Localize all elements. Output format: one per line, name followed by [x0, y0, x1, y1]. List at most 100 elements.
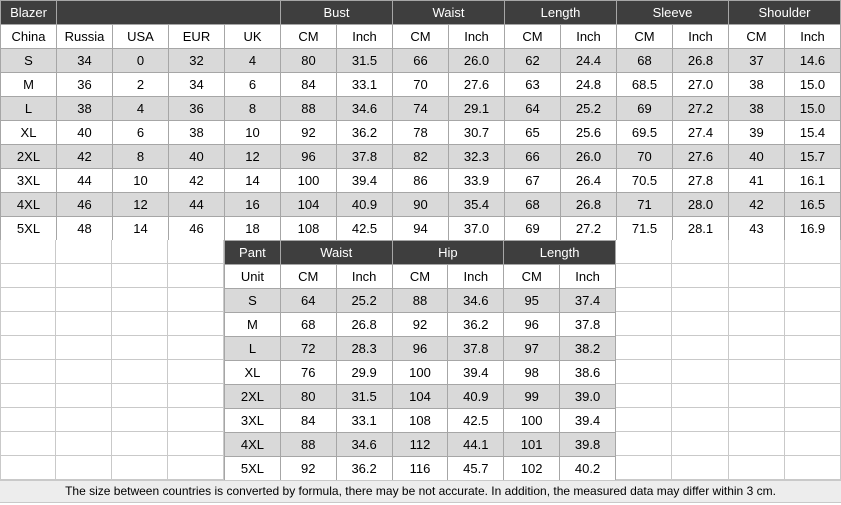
- empty-grid-cell: [168, 288, 224, 312]
- unit-header-cell: Russia: [56, 24, 113, 49]
- size-value-cell: 66: [392, 48, 449, 73]
- size-value-cell: 15.0: [784, 96, 841, 121]
- size-value-cell: 70: [616, 144, 673, 169]
- size-value-cell: 40: [56, 120, 113, 145]
- unit-header-cell: Inch: [672, 24, 729, 49]
- table-row: L 72 28.3 96 37.8 97 38.2: [224, 336, 616, 361]
- empty-grid-cell: [728, 408, 785, 432]
- empty-grid-cell: [672, 336, 729, 360]
- empty-grid-cell: [672, 384, 729, 408]
- empty-grid-cell: [112, 264, 168, 288]
- empty-grid-cell: [672, 288, 729, 312]
- empty-grid-cell: [56, 336, 112, 360]
- size-value-cell: 104: [280, 192, 337, 217]
- size-value-cell: 34.6: [447, 288, 505, 313]
- empty-grid-cell: [112, 408, 168, 432]
- group-header-cell: Waist: [279, 240, 393, 265]
- empty-grid-cell: [616, 408, 673, 432]
- empty-grid-cell: [728, 288, 785, 312]
- size-value-cell: 69.5: [616, 120, 673, 145]
- footer-note: The size between countries is converted …: [0, 480, 841, 503]
- unit-header-cell: CM: [616, 24, 673, 49]
- size-value-cell: 36: [56, 72, 113, 97]
- empty-grid-cell: [0, 360, 56, 384]
- empty-grid-cell: [784, 240, 841, 264]
- empty-grid-cell: [168, 408, 224, 432]
- empty-grid-cell: [112, 240, 168, 264]
- size-value-cell: 65: [504, 120, 561, 145]
- empty-grid-cell: [616, 432, 673, 456]
- empty-grid-cell: [616, 384, 673, 408]
- size-value-cell: 39.4: [336, 168, 393, 193]
- unit-header-cell: Inch: [559, 264, 616, 289]
- size-label-cell: M: [224, 312, 281, 337]
- empty-grid-cell: [784, 432, 841, 456]
- size-value-cell: 70.5: [616, 168, 673, 193]
- footer-note-text: The size between countries is converted …: [65, 484, 776, 498]
- size-value-cell: 100: [503, 408, 561, 433]
- size-value-cell: 27.2: [560, 216, 617, 241]
- size-value-cell: 36.2: [335, 456, 393, 481]
- size-value-cell: 100: [280, 168, 337, 193]
- size-value-cell: 16.5: [784, 192, 841, 217]
- empty-grid-cell: [56, 288, 112, 312]
- size-value-cell: 10: [112, 168, 169, 193]
- empty-grid-cell: [168, 312, 224, 336]
- unit-header-cell: CM: [504, 24, 561, 49]
- size-value-cell: 24.4: [560, 48, 617, 73]
- size-value-cell: 26.8: [672, 48, 729, 73]
- size-value-cell: 26.8: [335, 312, 393, 337]
- size-value-cell: 35.4: [448, 192, 505, 217]
- empty-grid-cell: [672, 456, 729, 480]
- size-value-cell: 44.1: [447, 432, 505, 457]
- size-label-cell: 2XL: [0, 144, 57, 169]
- size-value-cell: 42: [728, 192, 785, 217]
- size-label-cell: 3XL: [224, 408, 281, 433]
- size-value-cell: 33.1: [336, 72, 393, 97]
- size-value-cell: 28.1: [672, 216, 729, 241]
- size-value-cell: 104: [391, 384, 449, 409]
- size-value-cell: 2: [112, 72, 169, 97]
- size-value-cell: 68.5: [616, 72, 673, 97]
- size-value-cell: 39.0: [559, 384, 616, 409]
- size-value-cell: 39: [728, 120, 785, 145]
- empty-grid-cell: [168, 240, 224, 264]
- size-value-cell: 86: [392, 168, 449, 193]
- size-value-cell: 100: [391, 360, 449, 385]
- empty-grid-cell: [0, 312, 56, 336]
- size-value-cell: 38.2: [559, 336, 616, 361]
- size-value-cell: 30.7: [448, 120, 505, 145]
- size-label-cell: S: [0, 48, 57, 73]
- size-value-cell: 40: [168, 144, 225, 169]
- size-value-cell: 69: [616, 96, 673, 121]
- empty-grid-cell: [112, 336, 168, 360]
- size-label-cell: 4XL: [224, 432, 281, 457]
- size-value-cell: 90: [392, 192, 449, 217]
- group-header-cell: Sleeve: [616, 0, 729, 25]
- size-value-cell: 71: [616, 192, 673, 217]
- size-value-cell: 15.7: [784, 144, 841, 169]
- empty-grid-cell: [56, 432, 112, 456]
- size-value-cell: 27.6: [448, 72, 505, 97]
- unit-header-cell: Inch: [448, 24, 505, 49]
- table-row: M 68 26.8 92 36.2 96 37.8: [224, 312, 616, 337]
- empty-grid-cell: [728, 456, 785, 480]
- size-value-cell: 16.9: [784, 216, 841, 241]
- empty-grid-cell: [56, 360, 112, 384]
- size-value-cell: 37.4: [559, 288, 616, 313]
- size-value-cell: 101: [503, 432, 561, 457]
- unit-header-cell: EUR: [168, 24, 225, 49]
- size-value-cell: 82: [392, 144, 449, 169]
- size-value-cell: 34.6: [335, 432, 393, 457]
- size-value-cell: 32: [168, 48, 225, 73]
- unit-header-cell: CM: [279, 264, 337, 289]
- size-value-cell: 80: [280, 48, 337, 73]
- size-value-cell: 10: [224, 120, 281, 145]
- empty-grid-cell: [784, 384, 841, 408]
- table-row: 2XL 80 31.5 104 40.9 99 39.0: [224, 384, 616, 409]
- group-header-cell: Shoulder: [728, 0, 841, 25]
- table-row: XL 40 6 38 10 92 36.2 78 30.7 65 25.6 69.5 27.4 39 15.…: [0, 120, 841, 145]
- size-value-cell: 27.6: [672, 144, 729, 169]
- size-value-cell: 27.8: [672, 168, 729, 193]
